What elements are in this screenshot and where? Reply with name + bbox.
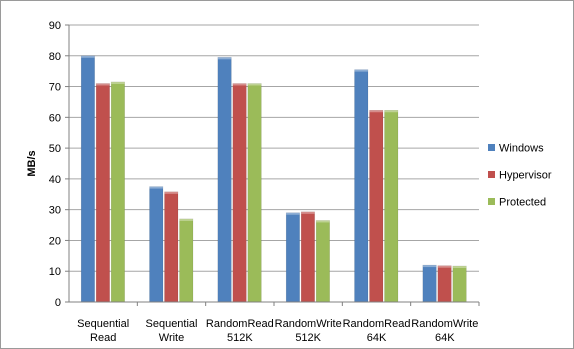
y-tick-label: 0 [55,297,61,309]
bar-highlight [96,83,110,86]
bar-windows [285,212,300,303]
x-tick-label: 64K [435,332,455,344]
legend-swatch-windows [488,144,495,151]
bar-windows [354,69,369,303]
y-axis-title: MB/s [26,150,38,176]
bar-highlight [354,69,368,72]
x-tick-label: Write [159,332,184,344]
bar-highlight [437,265,452,268]
bar-highlight [286,212,300,215]
bar-highlight [232,83,247,86]
bar-hypervisor [95,83,110,303]
bar-hypervisor [164,191,179,303]
bar-protected [247,83,262,303]
bar-protected [452,265,467,303]
bar-highlight [217,57,232,60]
bar-hypervisor [369,110,384,303]
x-tick-label: Sequential [146,318,198,330]
legend-label: Protected [499,197,546,209]
bar-highlight [179,218,193,221]
bar-highlight [316,220,330,223]
x-tick-label: 512K [295,332,321,344]
bar-hypervisor [437,265,452,303]
bar-highlight [81,55,95,58]
bar-protected [315,220,330,303]
x-tick-label: 64K [367,332,387,344]
bar-highlight [149,186,163,189]
bar-windows [422,264,437,303]
y-tick-label: 10 [49,266,61,278]
bar-windows [149,186,164,303]
bar-highlight [247,83,262,86]
x-tick-label: RandomWrite [411,318,478,330]
tick-labels: 0 10 20 30 40 50 60 70 80 90 Sequential Read Sequent… [49,20,479,344]
y-tick-label: 20 [49,235,61,247]
gridlines [69,24,479,272]
x-tick-label: RandomWrite [275,318,342,330]
bar-hypervisor [300,211,315,303]
y-tick-label: 70 [49,82,61,94]
legend-label: Windows [499,143,544,155]
bar-highlight [111,81,125,84]
bar-highlight [384,110,398,113]
legend: Windows Hypervisor Protected [488,143,552,209]
y-tick-label: 80 [49,51,61,63]
bar-highlight [369,110,383,113]
bar-highlight [422,265,437,268]
y-tick-label: 30 [49,205,61,217]
x-tick-label: 512K [227,332,253,344]
y-tick-label: 40 [49,174,61,186]
y-tick-label: 60 [49,112,61,124]
x-tick-label: RandomRead [343,318,411,330]
bar-protected [384,110,399,303]
bar-highlight [452,265,467,268]
legend-label: Hypervisor [499,170,552,182]
axes [65,24,480,306]
bar-protected [110,81,125,303]
bar-highlight [301,211,315,214]
x-tick-label: Sequential [77,318,129,330]
bar-hypervisor [232,83,247,303]
y-tick-label: 90 [49,20,61,32]
bar-windows [80,55,95,303]
legend-swatch-protected [488,198,495,205]
x-tick-label: Read [90,332,116,344]
bar-windows [217,57,232,303]
bars [80,55,467,303]
y-tick-label: 50 [49,143,61,155]
bar-protected [179,218,194,303]
legend-swatch-hypervisor [488,171,495,178]
x-tick-label: RandomRead [206,318,274,330]
bar-highlight [164,191,178,194]
